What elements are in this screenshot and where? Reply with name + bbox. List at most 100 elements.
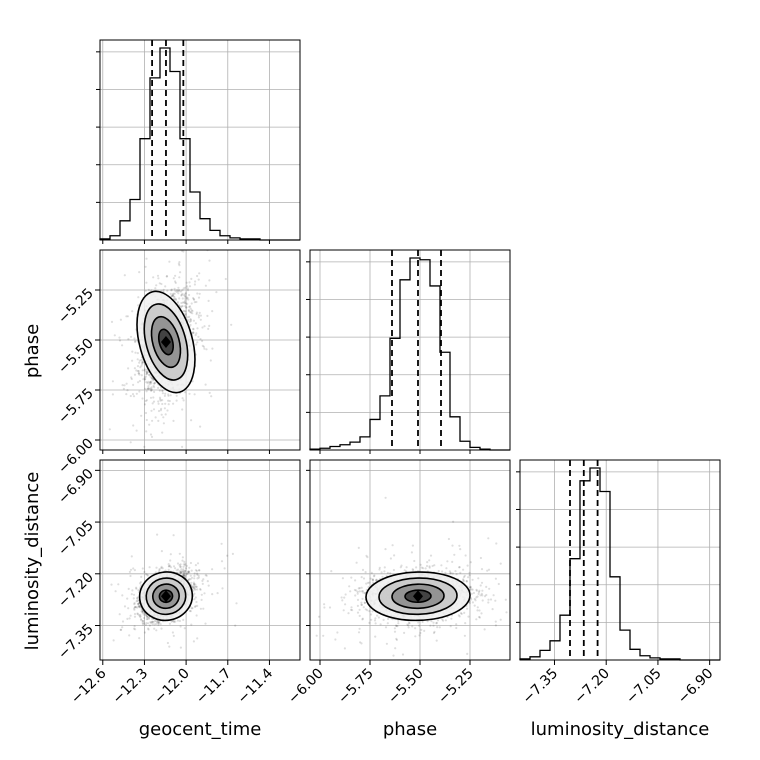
scatter-point: [476, 606, 479, 609]
scatter-point: [145, 381, 148, 384]
panel-geocent-time-vs-luminosity-distance: [95, 533, 238, 649]
scatter-point: [154, 619, 157, 622]
scatter-point: [184, 302, 187, 305]
scatter-point: [504, 598, 507, 601]
scatter-point: [458, 544, 461, 547]
scatter-point: [196, 562, 200, 565]
scatter-point: [121, 594, 124, 597]
scatter-point: [341, 577, 344, 580]
panel-phase-vs-luminosity-distance: [315, 496, 508, 657]
scatter-point: [478, 615, 481, 619]
scatter-point: [487, 598, 490, 601]
scatter-point: [181, 397, 184, 400]
scatter-point: [479, 556, 482, 560]
scatter-point: [188, 320, 191, 323]
scatter-point: [344, 593, 347, 596]
scatter-point: [172, 292, 175, 295]
scatter-point: [483, 628, 486, 631]
scatter-point: [204, 574, 207, 577]
scatter-point: [178, 261, 181, 264]
scatter-point: [466, 607, 469, 610]
scatter-point: [145, 372, 149, 375]
scatter-point: [157, 277, 160, 280]
scatter-point: [140, 364, 143, 367]
scatter-point: [193, 605, 197, 609]
scatter-point: [197, 296, 201, 299]
scatter-point: [149, 621, 152, 624]
scatter-point: [208, 391, 211, 394]
scatter-point: [199, 425, 202, 428]
scatter-point: [147, 628, 150, 631]
scatter-point: [189, 307, 192, 310]
scatter-point: [478, 609, 481, 612]
scatter-point: [110, 320, 114, 323]
scatter-point: [181, 574, 184, 577]
scatter-point: [423, 629, 426, 633]
scatter-point: [494, 599, 497, 602]
scatter-point: [147, 288, 150, 291]
scatter-point: [199, 314, 202, 317]
scatter-point: [131, 393, 135, 396]
scatter-point: [374, 617, 377, 620]
scatter-point: [192, 581, 195, 584]
scatter-point: [182, 574, 185, 577]
scatter-point: [363, 601, 366, 605]
scatter-point: [128, 634, 131, 637]
scatter-point: [149, 433, 153, 436]
scatter-point: [123, 274, 126, 277]
scatter-point: [154, 287, 157, 290]
scatter-point: [394, 647, 397, 650]
scatter-point: [174, 274, 177, 277]
scatter-point: [149, 381, 152, 384]
scatter-point: [137, 589, 140, 592]
scatter-point: [184, 569, 187, 573]
scatter-point: [151, 622, 154, 626]
scatter-point: [143, 570, 146, 574]
scatter-point: [184, 299, 187, 303]
scatter-point: [197, 278, 200, 281]
scatter-point: [445, 567, 448, 570]
scatter-point: [140, 358, 143, 362]
scatter-point: [187, 309, 190, 313]
scatter-point: [129, 441, 132, 444]
scatter-point: [210, 395, 213, 398]
scatter-point: [403, 569, 406, 572]
scatter-point: [132, 567, 135, 570]
scatter-point: [400, 564, 403, 567]
scatter-point: [486, 569, 489, 572]
scatter-point: [141, 567, 144, 570]
scatter-point: [384, 496, 387, 499]
scatter-point: [386, 571, 389, 574]
scatter-point: [328, 606, 332, 609]
scatter-point: [134, 605, 137, 609]
scatter-point: [462, 576, 466, 579]
scatter-point: [184, 391, 187, 394]
scatter-point: [186, 302, 189, 305]
scatter-point: [152, 276, 155, 279]
scatter-point: [374, 635, 377, 638]
scatter-point: [160, 282, 163, 286]
scatter-point: [194, 605, 197, 608]
scatter-point: [132, 593, 136, 596]
scatter-point: [205, 348, 208, 351]
scatter-point: [180, 571, 183, 574]
scatter-point: [414, 627, 417, 630]
scatter-point: [134, 351, 137, 354]
scatter-point: [141, 623, 145, 626]
scatter-point: [189, 310, 192, 314]
scatter-point: [185, 281, 188, 284]
scatter-point: [147, 387, 150, 390]
scatter-point: [179, 271, 182, 274]
scatter-point: [195, 585, 198, 588]
scatter-point: [193, 572, 196, 575]
scatter-point: [95, 599, 97, 601]
scatter-point: [211, 593, 214, 596]
scatter-point: [451, 560, 454, 564]
scatter-point: [146, 573, 149, 576]
scatter-point: [159, 409, 162, 412]
scatter-point: [196, 292, 199, 295]
scatter-point: [168, 622, 171, 625]
scatter-point: [184, 571, 187, 574]
scatter-point: [130, 593, 133, 596]
scatter-point: [459, 571, 462, 574]
